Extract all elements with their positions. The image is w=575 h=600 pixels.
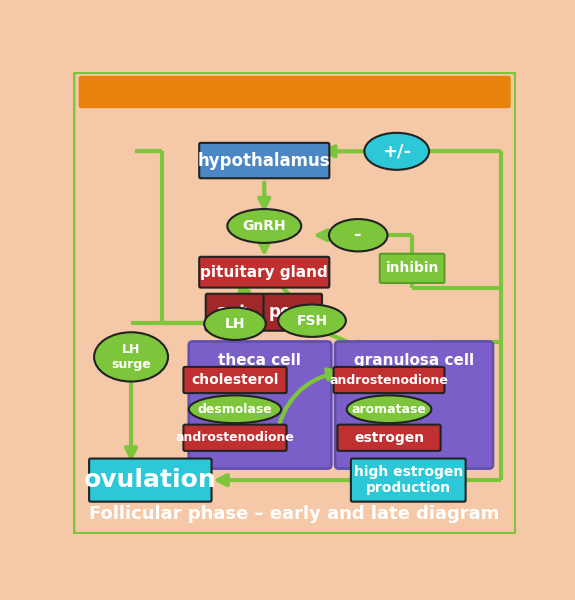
FancyBboxPatch shape	[199, 257, 329, 287]
Ellipse shape	[204, 308, 266, 340]
Text: aromatase: aromatase	[351, 403, 427, 416]
Ellipse shape	[94, 332, 168, 382]
Text: theca cell: theca cell	[218, 353, 301, 368]
FancyBboxPatch shape	[206, 294, 264, 331]
Text: androstenodione: androstenodione	[175, 431, 294, 444]
Text: desmolase: desmolase	[198, 403, 273, 416]
Ellipse shape	[347, 395, 431, 423]
FancyBboxPatch shape	[199, 143, 329, 178]
Text: GnRH: GnRH	[243, 219, 286, 233]
FancyBboxPatch shape	[380, 254, 444, 283]
FancyBboxPatch shape	[263, 294, 322, 331]
Text: granulosa cell: granulosa cell	[354, 353, 474, 368]
Ellipse shape	[189, 395, 281, 423]
Text: FSH: FSH	[297, 314, 328, 328]
Text: post.: post.	[269, 303, 317, 321]
Text: LH
surge: LH surge	[111, 343, 151, 371]
Text: inhibin: inhibin	[385, 262, 439, 275]
Ellipse shape	[227, 209, 301, 243]
Text: ovulation: ovulation	[84, 468, 217, 492]
FancyBboxPatch shape	[183, 367, 286, 393]
FancyBboxPatch shape	[338, 425, 440, 451]
Text: hypothalamus: hypothalamus	[198, 152, 331, 170]
FancyBboxPatch shape	[334, 367, 444, 393]
Text: androstenodione: androstenodione	[329, 373, 448, 386]
FancyBboxPatch shape	[74, 72, 516, 534]
Text: LH: LH	[225, 317, 246, 331]
Text: high estrogen
production: high estrogen production	[354, 465, 463, 495]
FancyBboxPatch shape	[335, 341, 493, 469]
Ellipse shape	[329, 219, 388, 251]
Text: Follicular phase – early and late diagram: Follicular phase – early and late diagra…	[89, 505, 500, 523]
FancyBboxPatch shape	[183, 425, 286, 451]
Text: pituitary gland: pituitary gland	[201, 265, 328, 280]
Ellipse shape	[278, 305, 346, 337]
Text: ant.: ant.	[216, 303, 254, 321]
Text: -: -	[354, 226, 362, 244]
Text: cholesterol: cholesterol	[191, 373, 279, 387]
FancyBboxPatch shape	[89, 458, 212, 502]
FancyBboxPatch shape	[189, 341, 331, 469]
FancyBboxPatch shape	[351, 458, 466, 502]
Text: estrogen: estrogen	[354, 431, 424, 445]
FancyBboxPatch shape	[79, 76, 511, 108]
Ellipse shape	[365, 133, 429, 170]
Text: +/-: +/-	[382, 142, 411, 160]
